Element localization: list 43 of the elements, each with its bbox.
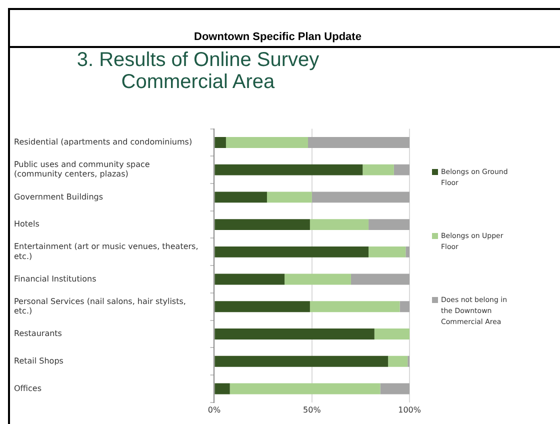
bar: [284, 274, 351, 285]
bar: [308, 137, 410, 148]
bar: [310, 219, 369, 230]
y-tick-label: Hotels: [14, 220, 40, 229]
bar: [214, 192, 267, 203]
x-tick-label: 0%: [208, 405, 221, 414]
bar: [380, 383, 410, 394]
bar: [214, 328, 374, 340]
x-tick-label: 50%: [303, 405, 322, 414]
bar: [266, 192, 312, 203]
y-tick-label: Government Buildings: [14, 192, 104, 202]
bar: [214, 301, 310, 312]
bar: [214, 274, 285, 285]
bar: [374, 328, 410, 340]
bar: [214, 164, 363, 176]
y-tick-label: Public uses and community space (community centers, plazas): [14, 160, 150, 179]
y-tick-label: Entertainment (art or music venues, theaters, etc.): [14, 242, 198, 261]
bar: [214, 383, 230, 394]
bar: [310, 301, 400, 312]
chart-title: Downtown Specific Plan Update: [194, 31, 362, 43]
y-tick-label: Restaurants: [14, 329, 62, 338]
y-tick-label: Residential (apartments and condominiums): [14, 138, 192, 147]
bar: [394, 164, 410, 176]
bar: [400, 301, 410, 312]
y-tick-label: Retail Shops: [14, 356, 64, 366]
bar: [312, 192, 410, 203]
bar: [214, 137, 226, 148]
bar: [350, 274, 410, 285]
bar: [214, 219, 310, 230]
bar: [230, 383, 380, 394]
bar: [388, 356, 408, 367]
bar: [368, 219, 410, 230]
bar: [368, 246, 406, 258]
bar: [406, 246, 410, 258]
y-tick-label: Financial Institutions: [14, 274, 96, 284]
chart-subtitle: 3. Results of Online Survey Commercial Area: [76, 49, 320, 93]
y-tick-label: Personal Services (nail salons, hair stylists, etc.): [14, 296, 186, 316]
y-tick-label: Offices: [14, 384, 42, 393]
x-tick-label: 100%: [398, 405, 422, 414]
bar: [362, 164, 394, 176]
bar: [214, 356, 388, 367]
bar: [214, 246, 369, 258]
bar: [226, 137, 308, 148]
